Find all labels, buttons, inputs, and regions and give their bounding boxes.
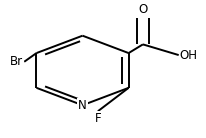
Text: N: N	[78, 99, 87, 112]
Text: Br: Br	[10, 55, 23, 68]
Text: OH: OH	[180, 49, 198, 62]
Text: F: F	[95, 112, 101, 125]
Text: O: O	[138, 3, 147, 16]
